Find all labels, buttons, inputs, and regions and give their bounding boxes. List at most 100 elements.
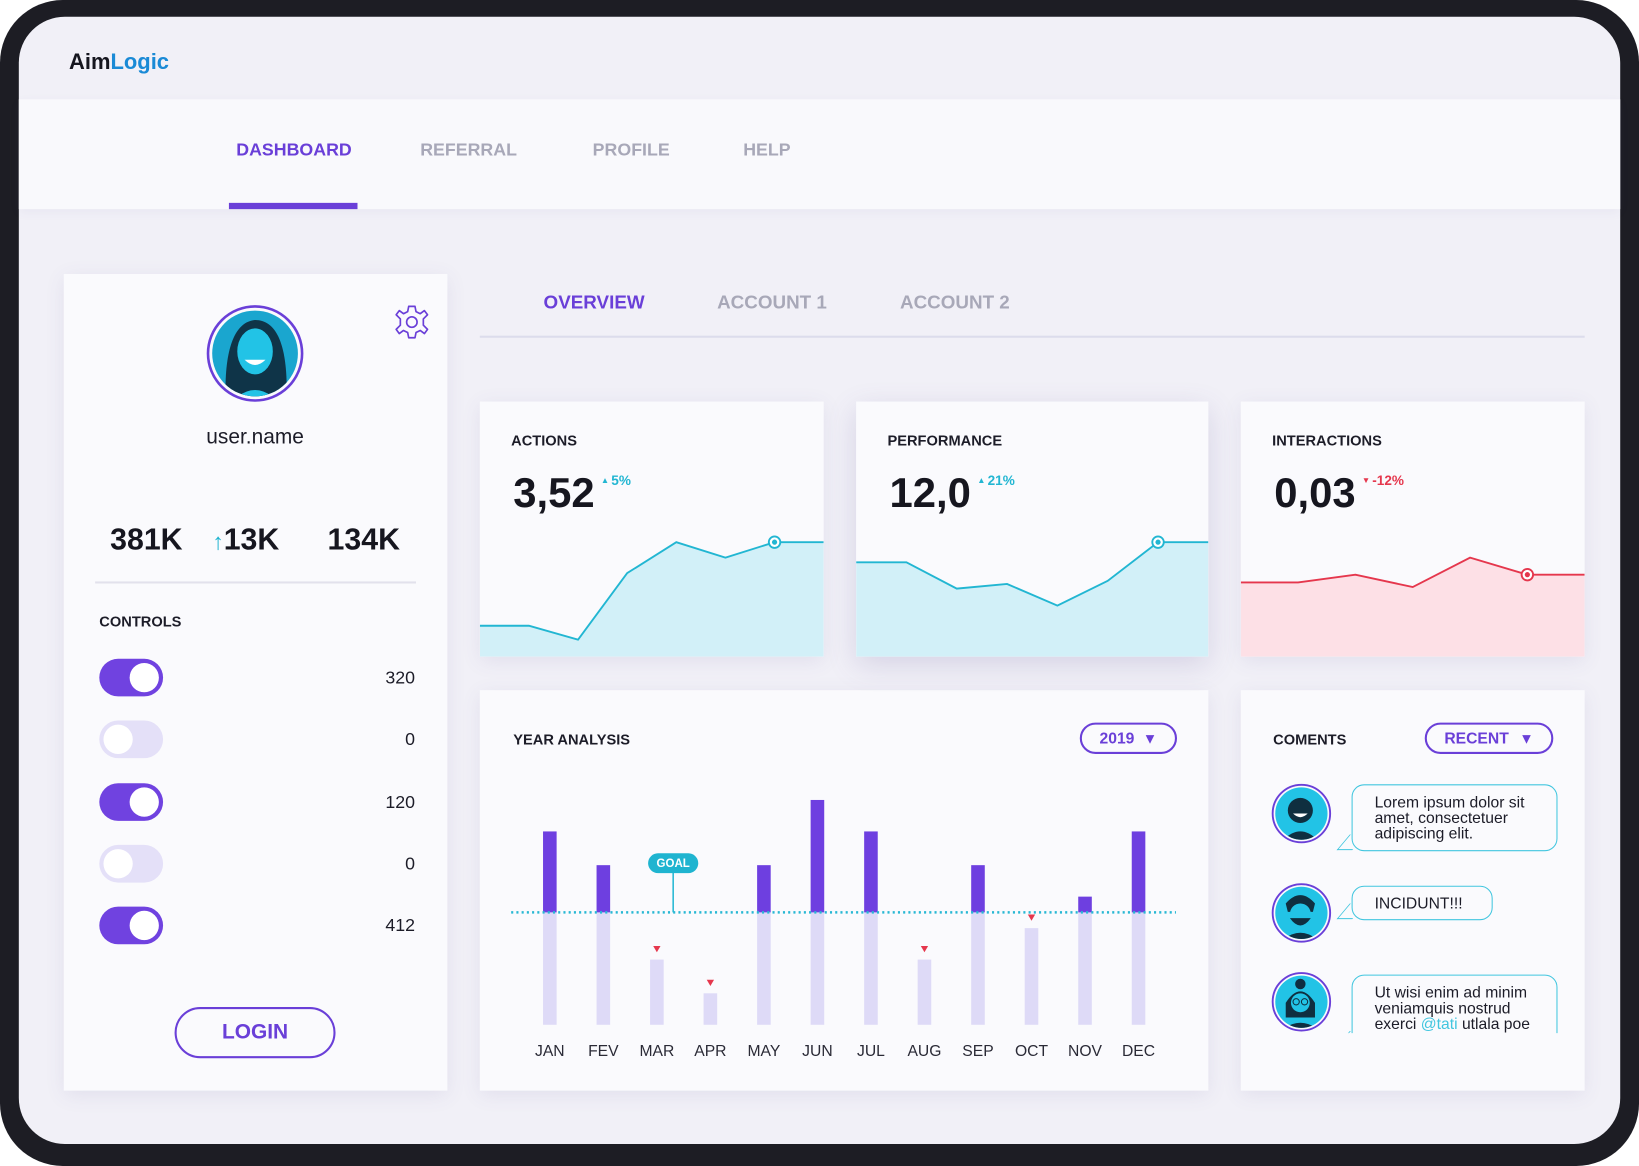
control-value: 412 xyxy=(385,915,415,936)
comment-text: utlala poe xyxy=(1457,1015,1530,1034)
stat: 13K xyxy=(223,523,280,557)
kpi-value-row: 3,52 ▲ 5% xyxy=(513,473,631,515)
bar-base xyxy=(543,912,557,1025)
kpi-value-row: 12,0 ▲ 21% xyxy=(890,473,1015,515)
bar xyxy=(650,959,664,1025)
sparkline-area xyxy=(1240,557,1585,657)
settings-icon[interactable] xyxy=(393,303,431,341)
bar xyxy=(703,993,718,1025)
control-value: 0 xyxy=(405,853,415,874)
bar-base xyxy=(1078,912,1092,1025)
bar-above-goal xyxy=(971,865,985,913)
nav-bar xyxy=(18,99,1621,210)
comment-avatar xyxy=(1271,972,1332,1032)
dropdown-caret: ▼ xyxy=(1519,729,1534,747)
comments-filter[interactable]: RECENT ▼ xyxy=(1424,722,1554,754)
stat: 134K xyxy=(327,523,400,557)
brand-part: Logic xyxy=(110,50,170,75)
bar-above-goal xyxy=(810,799,825,913)
sparkline-area xyxy=(479,542,824,657)
up-arrow-icon: ↑ xyxy=(212,528,224,555)
x-tick-label: JUN xyxy=(802,1043,832,1060)
tabs-divider xyxy=(479,335,1585,338)
change-value: 5% xyxy=(611,472,631,489)
bar-above-goal xyxy=(596,865,611,913)
control-value: 0 xyxy=(405,729,415,750)
sparkline xyxy=(1240,556,1585,657)
comment-text: Lorem ipsum dolor sit amet, consectetuer… xyxy=(1374,793,1525,843)
highlight-dot xyxy=(1155,539,1161,545)
comment-text: INCIDUNT!!! xyxy=(1374,895,1463,913)
comment-text: @tati xyxy=(1420,1015,1458,1034)
below-goal-marker xyxy=(1027,914,1036,921)
tab[interactable]: ACCOUNT 1 xyxy=(717,291,827,313)
nav-item[interactable]: PROFILE xyxy=(592,139,670,160)
filter-label: RECENT xyxy=(1444,729,1509,748)
nav-item[interactable]: HELP xyxy=(743,139,791,160)
kpi-title: INTERACTIONS xyxy=(1272,431,1382,449)
nav-underline xyxy=(228,202,358,210)
stat-group: ↑13K xyxy=(212,525,279,555)
stat: 381K xyxy=(110,523,183,557)
toggle[interactable] xyxy=(99,658,164,697)
kpi-value: 0,03 xyxy=(1274,470,1356,517)
controls-title: CONTROLS xyxy=(99,612,182,630)
kpi-title: ACTIONS xyxy=(511,431,578,449)
kpi-value: 3,52 xyxy=(513,470,595,517)
bar xyxy=(917,959,932,1025)
toggle[interactable] xyxy=(99,782,164,821)
kpi-value: 12,0 xyxy=(889,470,971,517)
year-chart: JAN FEV MAR APR MAY JUN JUL AUG SEP OCT NOV DEC GOAL xyxy=(511,799,1176,1060)
kpi-title: PERFORMANCE xyxy=(887,431,1003,449)
avatar-face xyxy=(1275,886,1328,940)
year-analysis-title: YEAR ANALYSIS xyxy=(513,730,631,748)
trend-icon: ▲ xyxy=(977,475,986,486)
bar-base xyxy=(864,912,878,1025)
sparkline-area xyxy=(856,542,1209,657)
toggle[interactable] xyxy=(99,720,164,759)
highlight-dot xyxy=(1524,572,1530,578)
bar-above-goal xyxy=(1131,831,1146,913)
comment-avatar xyxy=(1271,783,1332,844)
login-button[interactable]: LOGIN xyxy=(174,1007,336,1059)
toggle-knob xyxy=(129,662,159,693)
divider xyxy=(95,581,417,584)
avatar xyxy=(206,305,304,402)
kpi-value-row: 0,03 ▼ -12% xyxy=(1274,473,1404,515)
toggle-knob xyxy=(129,911,159,941)
brand: AimLogic xyxy=(69,51,169,73)
bar-above-goal xyxy=(1078,896,1092,913)
control-value: 120 xyxy=(385,791,415,812)
nav-item[interactable]: REFERRAL xyxy=(420,139,517,160)
tab[interactable]: ACCOUNT 2 xyxy=(900,291,1010,313)
kpi-card: PERFORMANCE 12,0 ▲ 21% xyxy=(856,401,1209,657)
bar-base xyxy=(810,912,825,1025)
brand-part: Aim xyxy=(68,50,111,75)
sparkline-line xyxy=(856,541,1209,607)
sparkline xyxy=(479,535,824,657)
goal-label: GOAL xyxy=(657,858,690,870)
toggle-knob xyxy=(129,786,159,817)
year-dropdown[interactable]: 2019 ▼ xyxy=(1079,722,1178,754)
toggle[interactable] xyxy=(99,906,164,945)
avatar-face xyxy=(1275,787,1328,840)
comments-title: COMENTS xyxy=(1273,730,1347,748)
x-tick-label: FEV xyxy=(588,1043,619,1060)
toggle[interactable] xyxy=(99,844,164,883)
tab[interactable]: OVERVIEW xyxy=(543,291,645,313)
kpi-change: ▼ -12% xyxy=(1362,474,1404,488)
nav-item[interactable]: DASHBOARD xyxy=(236,139,352,160)
login-label: LOGIN xyxy=(221,1020,289,1044)
toggle-knob xyxy=(103,848,133,879)
x-tick-label: AUG xyxy=(907,1043,941,1060)
x-tick-label: JAN xyxy=(535,1043,565,1060)
kpi-card: ACTIONS 3,52 ▲ 5% xyxy=(479,401,824,657)
change-value: -12% xyxy=(1372,472,1404,489)
trend-icon: ▲ xyxy=(600,475,610,486)
comment-bubble: Ut wisi enim ad minim veniamquis nostrud… xyxy=(1351,974,1558,1034)
comment-list: Lorem ipsum dolor sit amet, consectetuer… xyxy=(1265,774,1568,1034)
year-label: 2019 xyxy=(1099,729,1135,748)
sparkline xyxy=(856,535,1209,657)
